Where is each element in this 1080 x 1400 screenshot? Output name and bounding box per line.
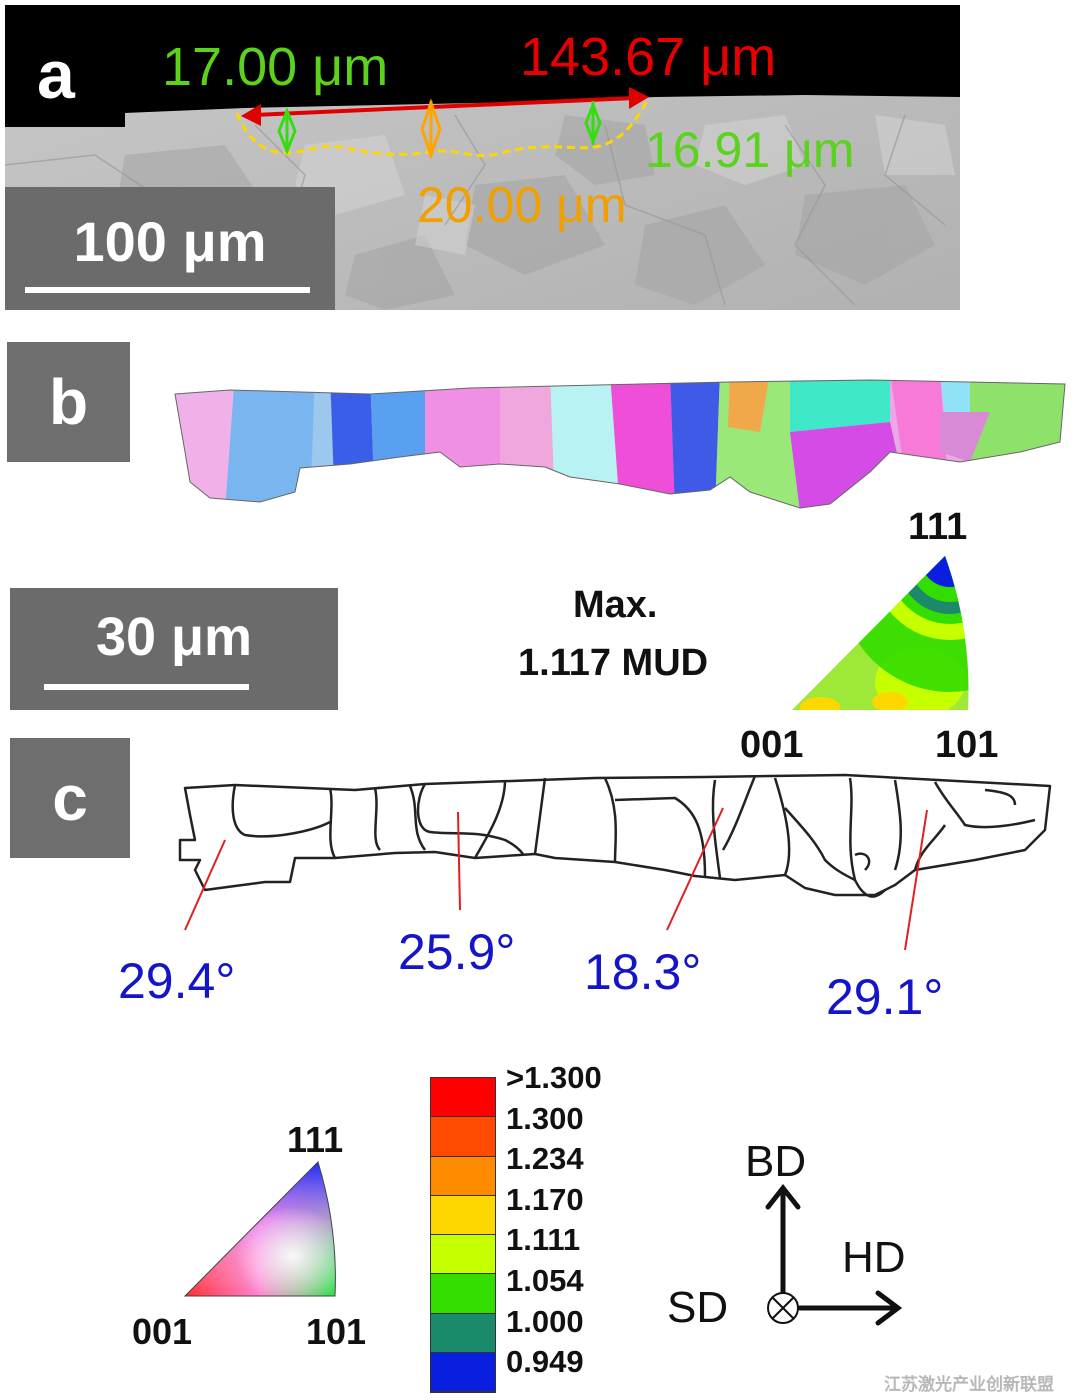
ipf-top-label: 111: [287, 1119, 344, 1160]
sd-axis-label: SD: [667, 1283, 729, 1332]
colorbar-segment: [431, 1156, 495, 1196]
texture-pole-figure: [792, 556, 969, 710]
scale-bar-100um: 100 μm: [5, 187, 335, 310]
colorbar-tick-label: >1.300: [506, 1060, 602, 1095]
colorbar-segment: [431, 1274, 495, 1314]
pole-figure-top-label: 111: [908, 506, 968, 548]
colorbar-tick-label: 1.054: [506, 1263, 584, 1298]
colorbar-tick-label: 1.111: [506, 1222, 581, 1258]
colorbar-segment: [431, 1078, 495, 1118]
ipf-color-key: [183, 1161, 336, 1297]
angle-label-3: 18.3°: [584, 944, 702, 1000]
ebsd-orientation-map: [174, 379, 1066, 509]
angle-label-4: 29.1°: [826, 969, 944, 1025]
scale-bar-line: [25, 287, 310, 293]
width-measurement: 143.67 μm: [520, 27, 777, 87]
angle-label-1: 29.4°: [118, 953, 236, 1009]
max-label-line2: 1.117 MUD: [518, 642, 709, 684]
colorbar-segment: [431, 1235, 495, 1275]
panel-c-label: c: [10, 738, 130, 858]
left-depth-measurement: 17.00 μm: [162, 37, 389, 97]
orientation-axes: [765, 1183, 903, 1326]
hd-axis-label: HD: [842, 1233, 906, 1282]
panel-b-label: b: [7, 342, 130, 462]
mud-colorbar-labels: >1.300 1.300 1.234 1.170 1.111 1.054 1.000 0.94…: [506, 1062, 636, 1392]
colorbar-segment: [431, 1117, 495, 1157]
scale-bar-30um-line: [44, 684, 249, 690]
ipf-right-label: 101: [306, 1311, 367, 1352]
colorbar-tick-label: 1.234: [506, 1141, 584, 1177]
sem-micrograph-panel: a 17.00 μm 143.67 μm 16.91 μm 20.00 μm 1…: [5, 5, 960, 310]
colorbar-tick-label: 1.170: [506, 1181, 584, 1217]
grain-boundary-map: [178, 773, 1052, 951]
colorbar-segment: [431, 1313, 495, 1353]
scale-bar-30um-label: 30 μm: [95, 607, 253, 667]
mud-colorbar: [430, 1077, 496, 1393]
angle-label-2: 25.9°: [398, 924, 516, 980]
watermark: 江苏激光产业创新联盟: [884, 1375, 1054, 1394]
panel-a-label: a: [37, 37, 75, 113]
pole-figure-right-label: 101: [935, 724, 999, 766]
sem-micrograph: [5, 5, 960, 310]
colorbar-tick-label: 0.949: [506, 1344, 584, 1380]
colorbar-segment: [431, 1195, 495, 1235]
pole-figure-left-label: 001: [740, 724, 804, 766]
colorbar-segment: [431, 1352, 495, 1392]
colorbar-tick-label: 1.300: [506, 1100, 584, 1136]
scale-bar-label: 100 μm: [73, 210, 267, 273]
scale-bar-30um: 30 μm: [10, 588, 338, 710]
max-label-line1: Max.: [573, 584, 658, 626]
ipf-left-label: 001: [132, 1311, 193, 1352]
colorbar-tick-label: 1.000: [506, 1303, 584, 1339]
center-depth-measurement: 20.00 μm: [417, 177, 627, 233]
right-depth-measurement: 16.91 μm: [645, 122, 855, 178]
bd-axis-label: BD: [745, 1137, 807, 1186]
